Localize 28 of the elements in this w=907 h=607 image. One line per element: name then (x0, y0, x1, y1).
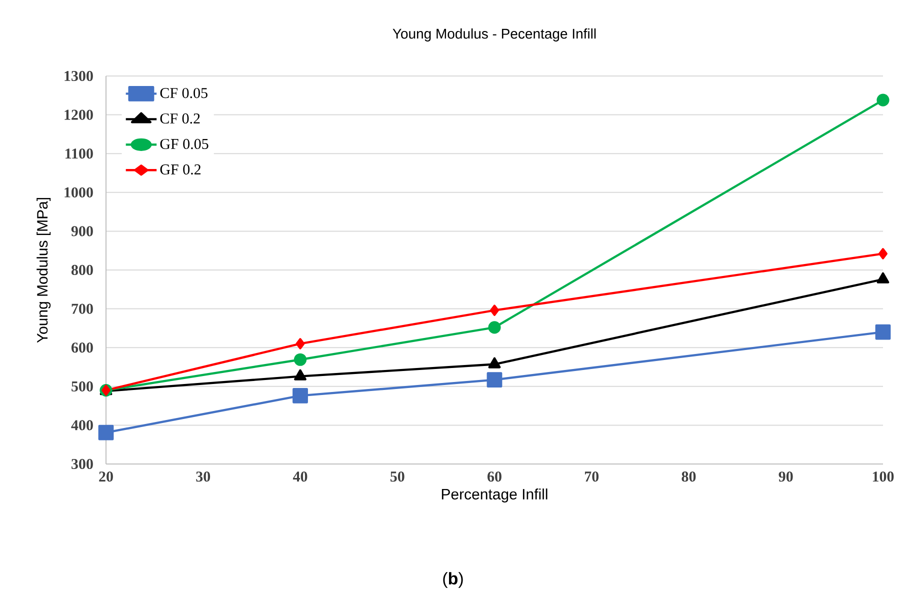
text: (b) (443, 572, 463, 588)
y-axis-title: Young Modulus [MPa] (36, 198, 51, 343)
y-tick-label: 300 (72, 458, 93, 470)
y-tick-label: 1300 (64, 70, 93, 82)
x-tick-label: 100 (872, 472, 894, 482)
x-tick-label: 80 (682, 472, 696, 482)
x-tick-label: 50 (390, 472, 404, 482)
legend-label: GF 0.05 (160, 138, 208, 150)
y-tick-label: 1200 (64, 110, 93, 120)
x-axis-title: Percentage Infill (442, 488, 548, 502)
y-tick-label: 400 (71, 420, 93, 430)
x-tick-label: 60 (488, 472, 502, 482)
legend-label: CF 0.2 (160, 113, 200, 124)
x-tick-label: 40 (292, 472, 308, 482)
chart-title: Young Modulus - Pecentage Infill (392, 28, 596, 42)
y-tick-label: 500 (72, 381, 93, 392)
x-tick-label: 30 (196, 472, 210, 482)
legend-label: CF 0.05 (160, 88, 208, 98)
y-tick-label: 600 (71, 342, 93, 353)
y-tick-label: 900 (71, 226, 93, 236)
legend-label: GF 0.2 (160, 164, 201, 175)
x-tick-label: 90 (778, 472, 793, 482)
y-tick-label: 700 (72, 304, 93, 314)
x-tick-label: 70 (584, 472, 599, 482)
y-tick-label: 1000 (64, 187, 93, 198)
y-tick-label: 1100 (66, 148, 93, 159)
x-tick-label: 20 (99, 472, 113, 482)
y-tick-label: 800 (71, 264, 93, 276)
